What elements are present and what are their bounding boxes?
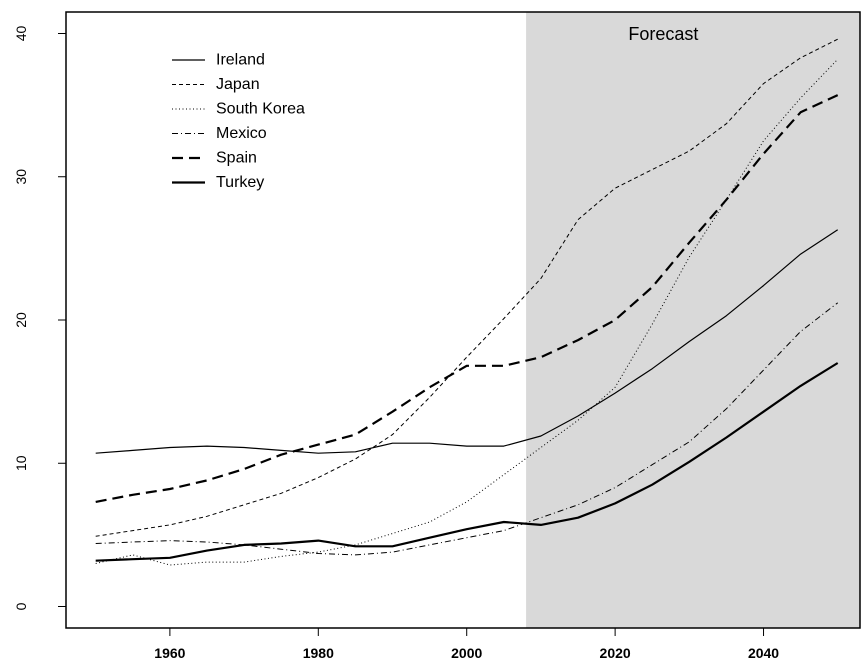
y-tick-label: 20 [13, 312, 29, 328]
x-tick-label: 2000 [451, 645, 482, 661]
series-line-spain [95, 94, 839, 503]
x-tick-label: 2040 [748, 645, 779, 661]
x-tick-label: 1980 [303, 645, 334, 661]
legend-label-japan: Japan [216, 76, 260, 93]
y-tick-label: 30 [13, 169, 29, 185]
plot-frame [65, 11, 861, 629]
legend-label-turkey: Turkey [216, 174, 264, 191]
series-lines [95, 38, 839, 566]
legend-label-south-korea: South Korea [216, 101, 305, 118]
legend-label-ireland: Ireland [216, 52, 265, 69]
series-line-japan [95, 38, 838, 537]
series-line-mexico [95, 302, 839, 556]
legend: Ireland Japan South Korea Mexico Spain Turkey [172, 52, 305, 191]
legend-label-mexico: Mexico [216, 125, 267, 142]
series-line-turkey [95, 362, 839, 562]
y-tick-label: 40 [13, 25, 29, 41]
forecast-label: Forecast [628, 24, 698, 44]
series-line-south-korea [95, 58, 839, 566]
x-axis: 1960 1980 2000 2020 2040 [154, 627, 779, 661]
y-axis: 0 10 20 30 40 [13, 25, 67, 610]
x-tick-label: 2020 [600, 645, 631, 661]
x-tick-label: 1960 [154, 645, 185, 661]
y-tick-label: 0 [13, 602, 29, 610]
legend-label-spain: Spain [216, 150, 257, 167]
forecast-region [526, 12, 860, 628]
series-line-ireland [95, 229, 839, 454]
y-tick-label: 10 [13, 455, 29, 471]
